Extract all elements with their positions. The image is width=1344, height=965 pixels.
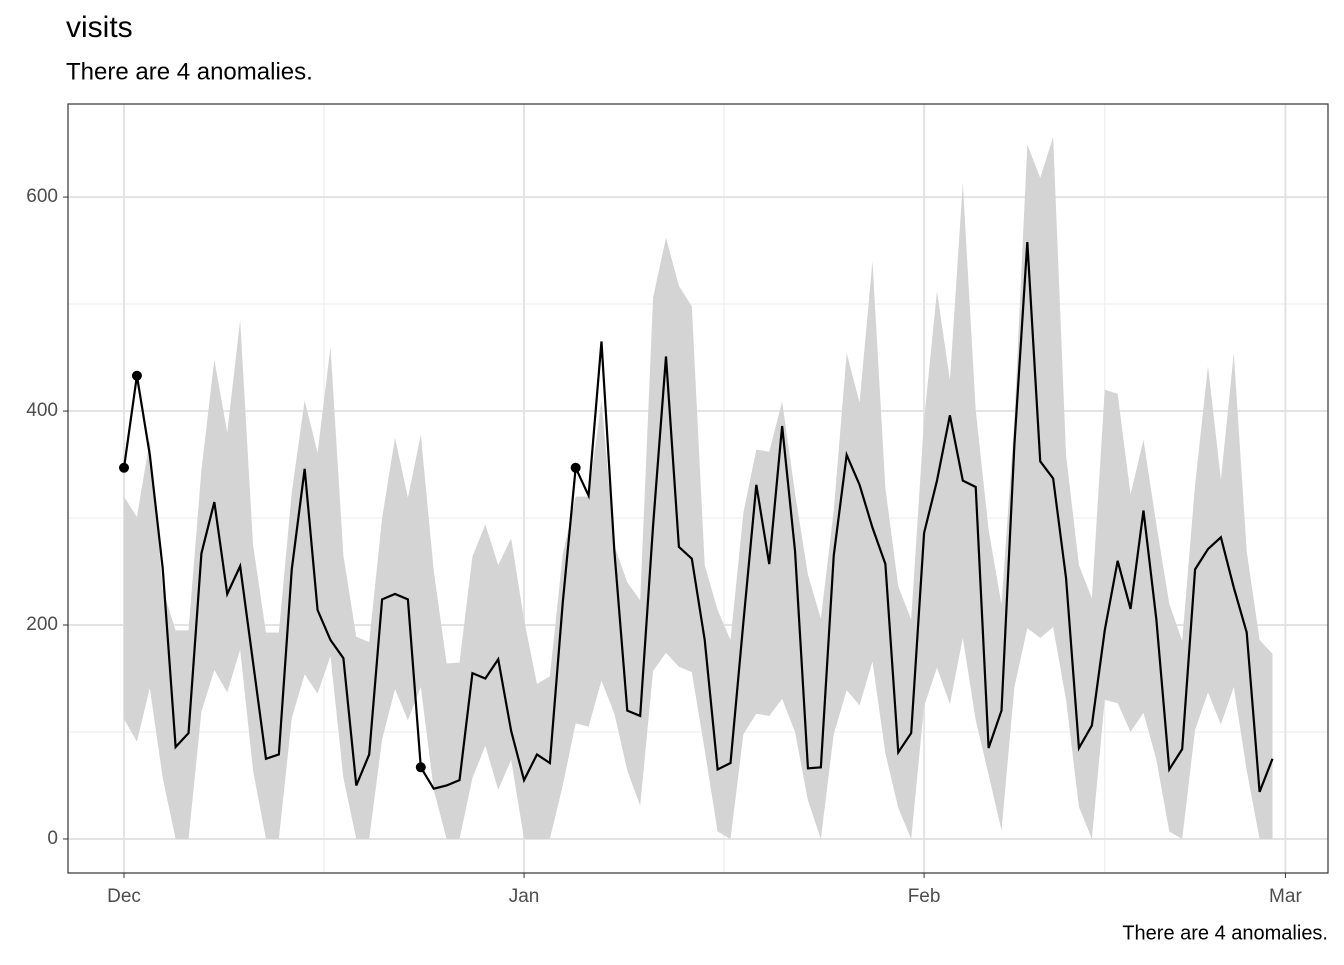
x-tick-label: Mar [1269,886,1302,907]
x-tick-label: Dec [107,886,141,907]
chart-caption: There are 4 anomalies. [1122,922,1328,944]
y-tick-label: 0 [47,828,58,849]
anomaly-point [119,462,130,473]
anomaly-point [415,762,426,773]
chart-subtitle: There are 4 anomalies. [66,58,313,85]
y-tick-label: 200 [26,614,58,635]
chart-title: visits [66,11,133,44]
y-tick-label: 400 [26,400,58,421]
y-tick-label: 600 [26,186,58,207]
anomaly-point [570,462,581,473]
x-tick-label: Feb [908,886,941,907]
anomaly-point [131,370,142,381]
x-tick-label: Jan [509,886,540,907]
line [122,241,1274,793]
panel-border [67,103,1329,874]
confidence-band [124,137,1273,839]
